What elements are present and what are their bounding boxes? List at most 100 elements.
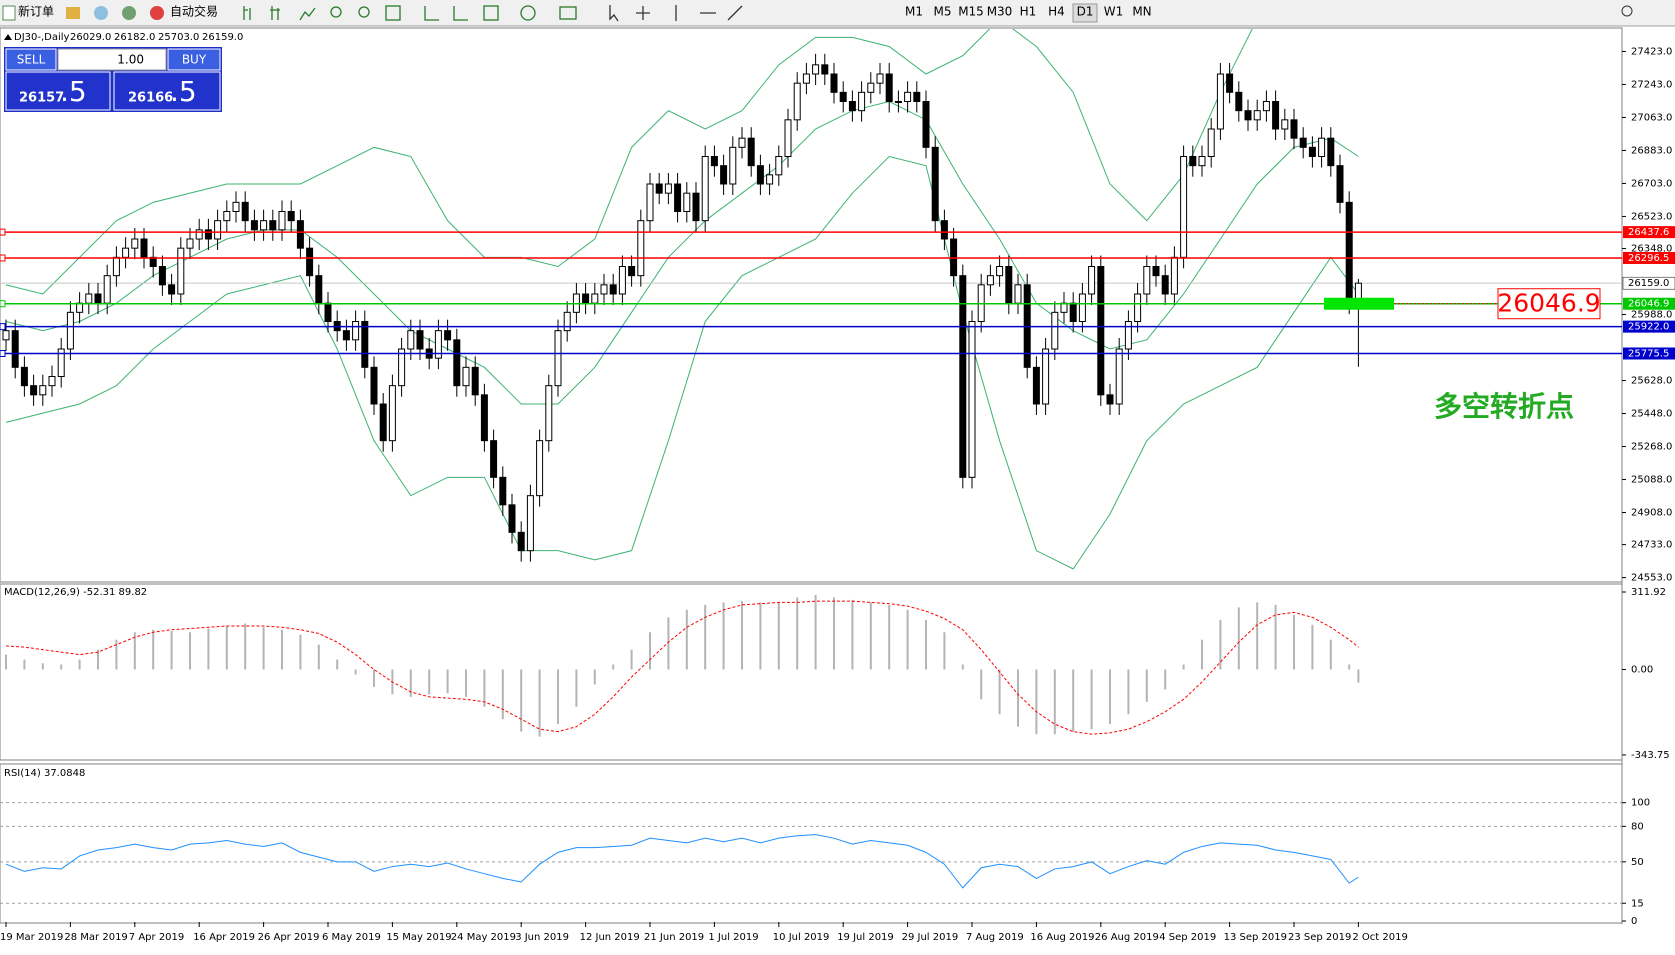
- candle-body: [674, 183, 682, 212]
- draw-icons[interactable]: [675, 5, 743, 21]
- search-icon[interactable]: [1621, 5, 1633, 17]
- current-price-label: 26159.0: [1628, 278, 1669, 289]
- timeframe-button[interactable]: H1: [1020, 5, 1037, 19]
- candle-body: [756, 165, 764, 185]
- timeframe-button[interactable]: D1: [1077, 5, 1094, 19]
- candle-body: [1336, 165, 1344, 203]
- cursor-icon[interactable]: [609, 5, 619, 22]
- candle-body: [793, 82, 801, 121]
- candle-body: [1042, 348, 1050, 405]
- toolbar-icon[interactable]: [66, 7, 80, 19]
- macd-bar: [1127, 669, 1130, 715]
- candle-body: [710, 156, 718, 167]
- bar-chart-icon[interactable]: [243, 6, 251, 20]
- zoom-out-icon[interactable]: [358, 6, 370, 18]
- candle-body: [1014, 284, 1022, 304]
- y-tick-label: 50: [1631, 857, 1644, 868]
- candle-body: [30, 385, 38, 396]
- zoom-in-icon[interactable]: [330, 6, 342, 18]
- line-icon[interactable]: [299, 7, 316, 21]
- macd-bar: [97, 649, 99, 670]
- candle-body: [554, 330, 562, 387]
- ask-box[interactable]: [113, 71, 221, 111]
- y-tick-label: 26523.0: [1631, 211, 1672, 222]
- candle-body: [1318, 137, 1326, 158]
- level-anchor: [0, 228, 6, 236]
- new-order-button[interactable]: 新订单: [18, 4, 54, 19]
- bid-tail: .5: [60, 75, 87, 108]
- toolbar-icon[interactable]: [94, 6, 108, 20]
- y-tick-label: 24908.0: [1631, 508, 1672, 519]
- y-tick-label: 100: [1631, 798, 1650, 809]
- candle-body: [1262, 101, 1270, 112]
- candle-body: [370, 366, 378, 405]
- timeframe-button[interactable]: M5: [934, 5, 952, 19]
- macd-bar: [833, 597, 835, 670]
- toolbar-icon[interactable]: [122, 6, 136, 20]
- macd-bar: [465, 669, 467, 697]
- sell-label[interactable]: SELL: [17, 53, 46, 67]
- auto-trading-button[interactable]: 自动交易: [170, 4, 218, 19]
- candle-icon[interactable]: [270, 6, 280, 20]
- level-box: [1623, 226, 1675, 239]
- timeframe-button[interactable]: H4: [1048, 5, 1065, 19]
- ask-main: 26166: [128, 91, 173, 106]
- macd-bar: [41, 663, 44, 670]
- candle-body: [931, 146, 939, 222]
- candle-body: [729, 146, 737, 185]
- macd-bar: [373, 669, 375, 687]
- new-order-icon[interactable]: [2, 5, 16, 21]
- x-tick-label: 2 Oct 2019: [1352, 932, 1407, 943]
- candle-body: [1069, 302, 1077, 322]
- macd-bar: [520, 669, 523, 732]
- x-tick-label: 7 Aug 2019: [966, 932, 1024, 943]
- callout-label: 26046.9: [1497, 289, 1600, 318]
- timeframe-button[interactable]: M15: [958, 5, 984, 19]
- timeframe-button[interactable]: M1: [905, 5, 923, 19]
- crosshair-icon[interactable]: [636, 6, 650, 20]
- lot-value[interactable]: 1.00: [117, 53, 144, 67]
- candle-body: [1308, 146, 1316, 157]
- candle-body: [1244, 110, 1252, 121]
- x-tick-label: 7 Apr 2019: [129, 932, 184, 943]
- timeframe-button[interactable]: MN: [1132, 5, 1151, 19]
- x-tick-label: 19 Jul 2019: [837, 932, 894, 943]
- macd-bar: [1109, 669, 1111, 725]
- periods-icon[interactable]: [520, 5, 536, 21]
- templates-icon[interactable]: [559, 6, 577, 20]
- x-tick-label: 4 Sep 2019: [1159, 932, 1216, 943]
- candle-body: [959, 275, 967, 478]
- candle-body: [664, 183, 672, 194]
- auto-trading-icon[interactable]: [150, 6, 164, 20]
- macd-bar: [262, 627, 265, 670]
- candle-body: [517, 531, 525, 552]
- x-tick-label: 29 Jul 2019: [902, 932, 959, 943]
- buy-button[interactable]: [167, 48, 221, 71]
- candle-body: [1088, 266, 1096, 295]
- candle-body: [655, 183, 663, 194]
- tile-icon[interactable]: [385, 5, 401, 21]
- timeframe-button[interactable]: W1: [1104, 5, 1124, 19]
- candle-body: [858, 91, 866, 112]
- candle-body: [1161, 275, 1169, 295]
- x-tick-label: 21 Jun 2019: [644, 932, 704, 943]
- y-tick-label: 27423.0: [1631, 46, 1672, 57]
- bid-box[interactable]: [5, 71, 111, 111]
- y-tick-label: 26883.0: [1631, 145, 1672, 156]
- candle-body: [444, 330, 452, 341]
- candle-body: [968, 321, 976, 478]
- candle-body: [701, 156, 709, 222]
- timeframe-button[interactable]: M30: [987, 5, 1013, 19]
- macd-bar: [1219, 619, 1222, 670]
- scroll-icon[interactable]: [424, 6, 468, 21]
- candle-body: [306, 247, 314, 277]
- lot-input[interactable]: [57, 48, 167, 71]
- buy-label[interactable]: BUY: [182, 53, 207, 67]
- candle-body: [76, 302, 84, 313]
- candle-body: [39, 385, 47, 396]
- x-tick-label: 12 Jun 2019: [580, 932, 640, 943]
- indicators-icon[interactable]: [483, 5, 499, 21]
- macd-bar: [501, 669, 504, 720]
- y-tick-label: 24553.0: [1631, 573, 1672, 584]
- sell-button[interactable]: [5, 48, 57, 71]
